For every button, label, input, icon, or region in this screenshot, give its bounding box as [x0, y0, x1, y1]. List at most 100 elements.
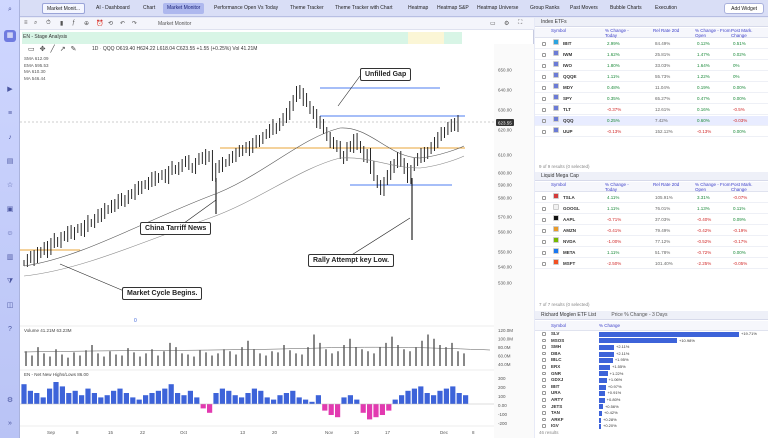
- layout-icon[interactable]: ▭: [490, 21, 496, 27]
- star-icon[interactable]: ☆: [6, 182, 14, 189]
- tab-item[interactable]: Market Monitor: [163, 3, 205, 14]
- column-header[interactable]: Post Mark. Change: [731, 182, 753, 192]
- price-chart[interactable]: 650.00 640.00 630.00 620.00 610.00 600.00 590.…: [20, 18, 534, 438]
- list-item[interactable]: ERX +1.55%: [535, 364, 768, 371]
- redo-icon[interactable]: ↷: [132, 21, 138, 27]
- chart-icon[interactable]: ▦: [4, 30, 16, 42]
- list-item[interactable]: URA +0.91%: [535, 390, 768, 397]
- table-row[interactable]: GOOGL 1.11% 76.01% 1.13% 0.11%: [535, 204, 768, 214]
- user-icon[interactable]: ☺: [6, 230, 14, 237]
- symbol-search-icon[interactable]: ⌕: [34, 20, 38, 26]
- column-header[interactable]: Symbol: [551, 28, 567, 33]
- row-checkbox[interactable]: [542, 262, 546, 266]
- tab-item[interactable]: Heatmap Universe: [477, 5, 519, 11]
- tab-item[interactable]: AI - Dashboard: [96, 5, 130, 11]
- row-checkbox[interactable]: [542, 196, 546, 200]
- row-checkbox[interactable]: [542, 398, 546, 402]
- list-item[interactable]: SLV +19.71%: [535, 331, 768, 338]
- table-row[interactable]: SPY 0.35% 65.27% 0.47% 0.00%: [535, 94, 768, 104]
- column-header[interactable]: Post Mark. Change: [731, 28, 753, 38]
- column-header[interactable]: Rel Rate 20d: [653, 28, 680, 33]
- row-checkbox[interactable]: [542, 251, 546, 255]
- list-item[interactable]: DBA +2.11%: [535, 351, 768, 358]
- row-checkbox[interactable]: [542, 130, 546, 134]
- row-checkbox[interactable]: [542, 424, 546, 428]
- tab-item[interactable]: Theme Tracker: [290, 5, 324, 11]
- table-row[interactable]: MDY 0.48% 11.04% 0.19% 0.00%: [535, 83, 768, 93]
- row-checkbox[interactable]: [542, 351, 546, 356]
- search-icon[interactable]: ⌕: [8, 6, 12, 13]
- settings-icon[interactable]: ⚙: [504, 21, 510, 27]
- column-header[interactable]: Symbol: [551, 323, 567, 328]
- list-item[interactable]: IGV +0.20%: [535, 423, 768, 430]
- brush-icon[interactable]: ✎: [70, 46, 82, 53]
- row-checkbox[interactable]: [542, 358, 546, 362]
- move-icon[interactable]: ✥: [39, 46, 51, 53]
- row-checkbox[interactable]: [542, 345, 546, 349]
- candles-icon[interactable]: ▮: [60, 21, 64, 27]
- gear-icon[interactable]: ⚙: [6, 397, 14, 404]
- collapse-icon[interactable]: »: [8, 420, 12, 427]
- tab-item[interactable]: Bubble Charts: [610, 5, 642, 11]
- row-checkbox[interactable]: [542, 384, 546, 389]
- table-row[interactable]: META 1.11% 51.78% -0.72% 0.00%: [535, 248, 768, 258]
- pointer-icon[interactable]: ↗: [59, 46, 71, 53]
- help-icon[interactable]: ?: [8, 326, 12, 333]
- column-header[interactable]: % Change - From Open: [695, 28, 731, 38]
- tab-item[interactable]: Heatmap S&P: [437, 5, 469, 11]
- news-icon[interactable]: ▥: [6, 254, 14, 261]
- replay-icon[interactable]: ⟲: [108, 21, 114, 27]
- list-item[interactable]: ARTY +0.80%: [535, 397, 768, 404]
- row-checkbox[interactable]: [542, 97, 546, 101]
- list-item[interactable]: MSOS +10.98%: [535, 338, 768, 345]
- row-checkbox[interactable]: [542, 417, 546, 422]
- table-row[interactable]: TLT -0.37% 12.61% 0.16% -0.5%: [535, 105, 768, 115]
- tab-item[interactable]: Group Ranks: [530, 5, 560, 11]
- tab-item[interactable]: Performance Open Vs Today: [214, 5, 279, 11]
- list-item[interactable]: JETS +0.56%: [535, 404, 768, 411]
- chart-panel[interactable]: ≡ ⌕ ⏱ ▮ ƒ ⊕ ⏰ ⟲ ↶ ↷ Market Monitor ▭ ⚙ ⛶…: [20, 18, 534, 438]
- table-row[interactable]: QQQE 1.11% 55.73% 1.22% 0%: [535, 72, 768, 82]
- add-widget-button[interactable]: Add Widget: [724, 3, 764, 14]
- undo-icon[interactable]: ↶: [120, 21, 126, 27]
- list-item[interactable]: TAN +0.42%: [535, 410, 768, 417]
- list-item[interactable]: GNR +1.22%: [535, 371, 768, 378]
- table-row[interactable]: IWM 1.62% 25.81% 1.47% 0.02%: [535, 50, 768, 60]
- row-checkbox[interactable]: [542, 75, 546, 79]
- list-item[interactable]: IBLC +1.95%: [535, 357, 768, 364]
- tab-item[interactable]: Chart: [143, 5, 156, 11]
- tab-item[interactable]: Execution: [655, 5, 677, 11]
- row-checkbox[interactable]: [542, 42, 546, 46]
- table-row[interactable]: AAPL -0.71% 37.03% -0.40% 0.09%: [535, 215, 768, 225]
- column-header[interactable]: % Change: [599, 323, 621, 328]
- column-header[interactable]: % Change - Today: [605, 182, 629, 192]
- column-header[interactable]: Symbol: [551, 182, 567, 187]
- grid-icon[interactable]: ▤: [6, 158, 14, 165]
- line-icon[interactable]: ╱: [50, 46, 60, 53]
- tab-item[interactable]: Heatmap: [408, 5, 429, 11]
- row-checkbox[interactable]: [542, 64, 546, 68]
- row-checkbox[interactable]: [542, 108, 546, 112]
- bell-icon[interactable]: ♪: [8, 134, 12, 141]
- row-checkbox[interactable]: [542, 207, 546, 211]
- list-item[interactable]: SMH +2.11%: [535, 344, 768, 351]
- tab-item[interactable]: Past Movers: [570, 5, 598, 11]
- row-checkbox[interactable]: [542, 119, 546, 123]
- row-checkbox[interactable]: [542, 365, 546, 369]
- row-checkbox[interactable]: [542, 53, 546, 57]
- column-header[interactable]: Rel Rate 20d: [653, 182, 680, 187]
- column-header[interactable]: % Change - Today: [605, 28, 629, 38]
- list-item[interactable]: GDXJ +1.06%: [535, 377, 768, 384]
- table-row[interactable]: UUP -0.13% 152.12% -0.13% 0.00%: [535, 127, 768, 137]
- calendar-icon[interactable]: ▣: [6, 206, 14, 213]
- row-checkbox[interactable]: [542, 411, 546, 415]
- row-checkbox[interactable]: [542, 338, 546, 343]
- indicators-icon[interactable]: ƒ: [72, 20, 76, 26]
- list-icon[interactable]: ≡: [7, 110, 13, 117]
- row-checkbox[interactable]: [542, 404, 546, 409]
- row-checkbox[interactable]: [542, 371, 546, 376]
- filter-icon[interactable]: ⧩: [6, 278, 14, 285]
- table-row[interactable]: NVDA -1.00% 77.12% -0.52% -0.17%: [535, 237, 768, 247]
- row-checkbox[interactable]: [542, 229, 546, 233]
- list-item[interactable]: IBIT +0.97%: [535, 384, 768, 391]
